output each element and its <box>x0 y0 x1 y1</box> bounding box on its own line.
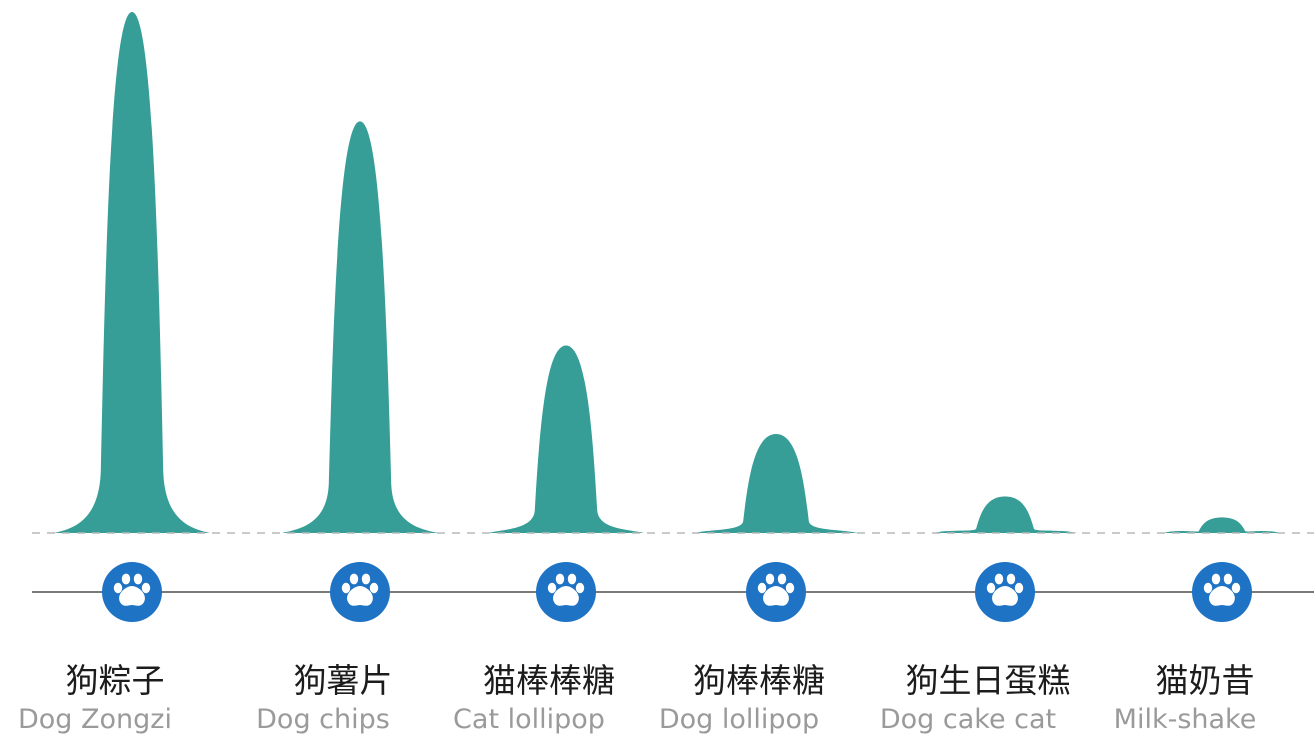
peak-milk-shake <box>1164 517 1280 533</box>
peak-cat-lollipop <box>488 345 644 533</box>
paw-marker-dog-chips <box>330 562 390 622</box>
paw-icon <box>113 573 151 606</box>
paw-marker-dog-cake-cat <box>975 562 1035 622</box>
paw-icon <box>757 573 795 606</box>
category-label-en: Milk-shake <box>1114 704 1257 735</box>
category-label-zh: 猫棒棒糖 <box>483 661 615 700</box>
paw-marker-dog-lollipop <box>746 562 806 622</box>
category-label-en: Dog cake cat <box>880 704 1056 735</box>
paw-icon <box>341 573 379 606</box>
paw-marker-milk-shake <box>1192 562 1252 622</box>
category-label-en: Cat lollipop <box>453 704 605 735</box>
paw-marker-dog-zongzi <box>102 562 162 622</box>
peak-dog-cake-cat <box>933 496 1077 533</box>
category-label-en: Dog chips <box>256 704 390 735</box>
peak-dog-chips <box>282 121 438 533</box>
paw-marker-cat-lollipop <box>536 562 596 622</box>
category-labels: 狗粽子 Dog Zongzi 狗薯片 Dog chips 猫棒棒糖 Cat lollipo… <box>18 661 1256 735</box>
category-label-zh: 狗粽子 <box>66 661 165 700</box>
category-label-zh: 狗薯片 <box>294 661 393 700</box>
category-label-zh: 猫奶昔 <box>1156 661 1255 700</box>
peak-dog-lollipop <box>694 434 858 533</box>
paw-icon <box>547 573 585 606</box>
paw-icon <box>986 573 1024 606</box>
category-label-en: Dog Zongzi <box>18 704 172 735</box>
peak-series <box>54 12 1280 533</box>
peak-dog-zongzi <box>54 12 210 533</box>
category-label-zh: 狗棒棒糖 <box>693 661 825 700</box>
category-label-zh: 狗生日蛋糕 <box>906 661 1071 700</box>
paw-icon <box>1203 573 1241 606</box>
category-label-en: Dog lollipop <box>659 704 819 735</box>
marker-group <box>102 562 1252 622</box>
